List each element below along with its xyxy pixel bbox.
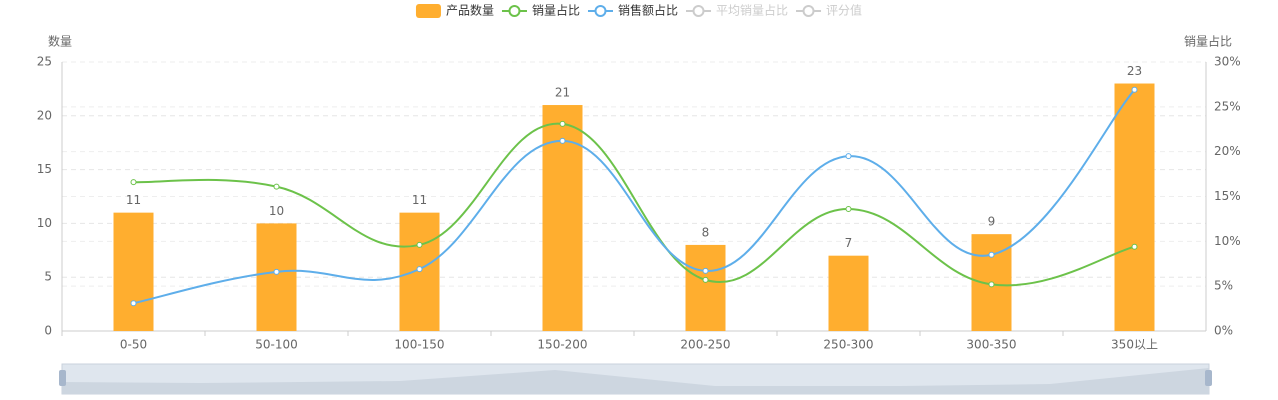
bar [828,255,869,331]
bar [256,223,297,331]
line [133,122,1135,287]
y2-tick-label: 30% [1214,55,1241,69]
y-tick-label: 15 [37,162,52,176]
bar-label: 21 [555,86,570,100]
y2-tick-label: 25% [1214,99,1241,113]
legend-label: 产品数量 [446,3,494,18]
zoom-shadow [62,368,1209,394]
legend-item[interactable]: 产品数量 [415,3,494,19]
legend-swatch [802,5,815,17]
point [559,120,566,127]
point [702,267,709,274]
line [133,89,1136,305]
legend-item[interactable]: 销售额占比 [587,3,678,18]
y2-tick-label: 15% [1214,189,1241,203]
point [1131,243,1138,250]
data-zoom[interactable] [59,363,1212,395]
point [845,206,852,213]
x-tick-label: 100-150 [394,338,444,352]
bar-label: 11 [412,193,427,207]
legend-label: 销售额占比 [618,3,678,18]
bar-label: 8 [702,225,710,239]
x-tick-label: 300-350 [966,338,1016,352]
bar [113,212,154,331]
bar-label: 11 [126,193,141,207]
x-tick-label: 350以上 [1111,338,1158,352]
point [416,241,423,248]
y-tick-label: 0 [44,324,52,338]
bar-label: 10 [269,204,284,218]
legend-swatch [692,5,705,17]
bar [1114,83,1155,332]
legend-swatch [508,5,521,17]
point [559,137,566,144]
legend-label: 销量占比 [532,3,580,18]
point [273,268,280,275]
bar-label: 23 [1127,64,1142,78]
point [845,153,852,160]
zoom-handle[interactable] [1205,370,1212,386]
point [130,300,137,307]
y-axis-title: 数量 [48,34,72,49]
y-tick-label: 10 [37,216,52,230]
y2-tick-label: 0% [1214,324,1233,338]
point [130,179,137,186]
y2-tick-label: 20% [1214,144,1241,158]
legend-item[interactable]: 评分值 [796,3,862,18]
point [1131,86,1138,93]
y-tick-label: 5 [44,270,52,284]
legend-label: 评分值 [826,3,862,18]
bar-label: 9 [988,215,996,229]
x-tick-label: 200-250 [680,338,730,352]
x-tick-label: 50-100 [255,338,298,352]
y-tick-label: 20 [37,108,52,122]
point [416,266,423,273]
legend-swatch [415,4,441,18]
point [702,276,709,283]
bar [685,244,726,331]
x-tick-label: 150-200 [537,338,587,352]
legend-swatch [594,5,607,17]
point [988,251,995,258]
y-tick-label: 25 [37,55,52,69]
legend-item[interactable]: 平均销量占比 [686,3,788,18]
y2-axis-title: 销量占比 [1184,34,1232,49]
x-tick-label: 250-300 [823,338,873,352]
point [273,183,280,190]
x-tick-label: 0-50 [120,338,147,352]
legend-label: 平均销量占比 [716,3,788,18]
legend-item[interactable]: 销量占比 [501,3,580,18]
y2-tick-label: 10% [1214,234,1241,248]
point [988,281,995,288]
zoom-handle[interactable] [59,370,66,386]
y2-tick-label: 5% [1214,279,1233,293]
bar-label: 7 [845,236,853,250]
